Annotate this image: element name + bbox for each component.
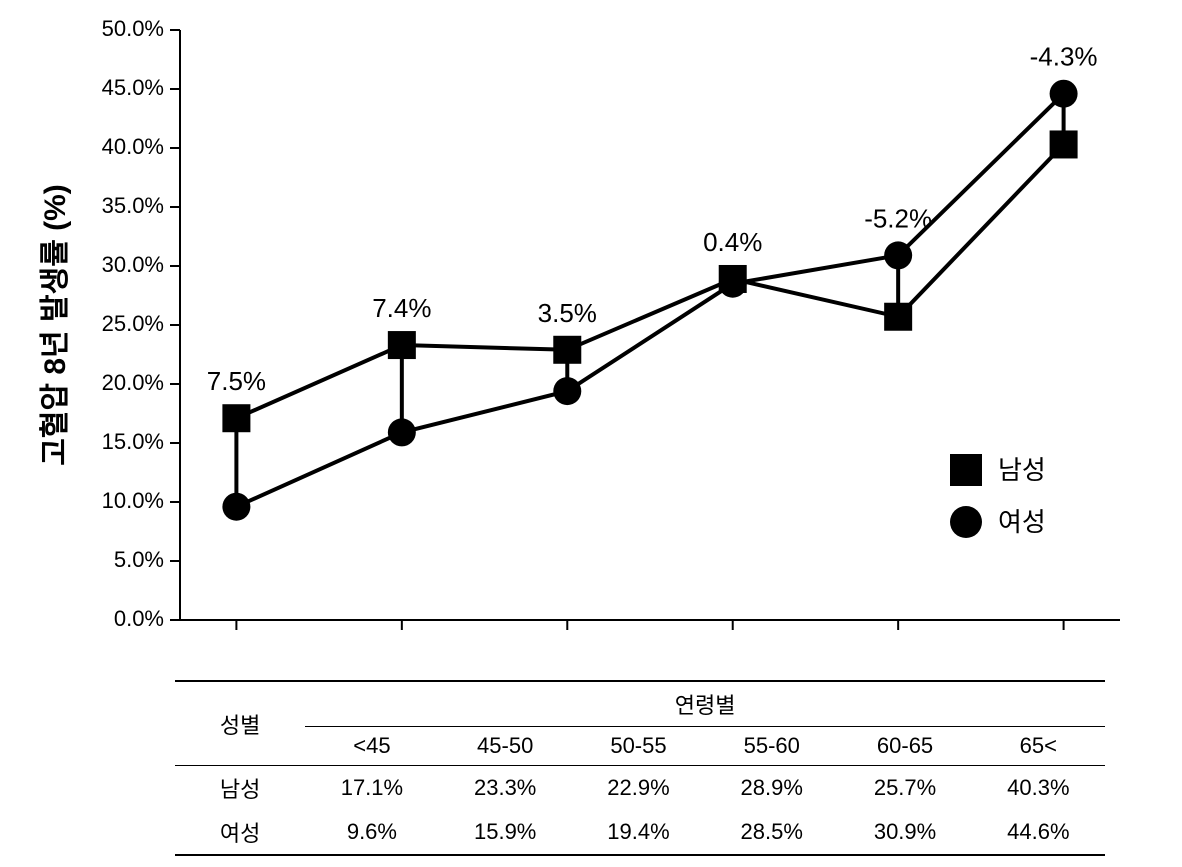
table-cell: 28.9%	[705, 766, 838, 811]
table-column-header: <45	[305, 727, 438, 766]
marker-square	[222, 404, 250, 432]
diff-label: 7.5%	[207, 366, 266, 396]
y-tick-label: 15.0%	[102, 429, 164, 454]
table-cell: 9.6%	[305, 810, 438, 855]
marker-circle	[222, 493, 250, 521]
y-tick-label: 50.0%	[102, 16, 164, 41]
line-chart: 0.0% 5.0% 10.0% 15.0% 20.0% 25.0% 30.0% 35.0% 40…	[0, 0, 1182, 660]
y-tick-label: 20.0%	[102, 370, 164, 395]
marker-circle	[553, 377, 581, 405]
marker-circle	[719, 270, 747, 298]
marker-circle	[388, 418, 416, 446]
marker-circle	[884, 241, 912, 269]
table-cell: 23.3%	[439, 766, 572, 811]
diff-label: 3.5%	[538, 298, 597, 328]
y-tick-label: 5.0%	[114, 547, 164, 572]
table-cell: 30.9%	[838, 810, 971, 855]
marker-square	[553, 336, 581, 364]
table-column-header: 50-55	[572, 727, 705, 766]
table-column-header: 65<	[972, 727, 1105, 766]
y-tick-label: 30.0%	[102, 252, 164, 277]
table-cell: 17.1%	[305, 766, 438, 811]
table-colgroup-title: 연령별	[305, 681, 1105, 727]
series-line	[236, 144, 1063, 418]
table-column-header: 60-65	[838, 727, 971, 766]
table-cell: 19.4%	[572, 810, 705, 855]
table-rowheader-title: 성별	[175, 681, 305, 766]
table-cell: 15.9%	[439, 810, 572, 855]
y-tick-label: 25.0%	[102, 311, 164, 336]
series-line	[236, 94, 1063, 507]
y-tick-label: 35.0%	[102, 193, 164, 218]
legend-marker-circle	[950, 506, 982, 538]
table-row-label: 남성	[175, 766, 305, 811]
data-table: 성별연령별<4545-5050-5555-6060-6565< 남성17.1%23…	[175, 680, 1105, 856]
table-row-label: 여성	[175, 810, 305, 855]
diff-label: -5.2%	[864, 203, 932, 233]
table-cell: 40.3%	[972, 766, 1105, 811]
legend-label: 남성	[998, 455, 1046, 485]
y-tick-label: 10.0%	[102, 488, 164, 513]
table-cell: 44.6%	[972, 810, 1105, 855]
table-cell: 22.9%	[572, 766, 705, 811]
y-axis-title: 고혈압 8년 발생률 (%)	[39, 184, 72, 466]
legend-label: 여성	[998, 507, 1046, 537]
y-tick-label: 0.0%	[114, 606, 164, 631]
table-cell: 25.7%	[838, 766, 971, 811]
y-tick-label: 45.0%	[102, 75, 164, 100]
marker-square	[1050, 130, 1078, 158]
marker-square	[388, 331, 416, 359]
diff-label: 0.4%	[703, 227, 762, 257]
diff-label: 7.4%	[372, 293, 431, 323]
table-cell: 28.5%	[705, 810, 838, 855]
table-column-header: 55-60	[705, 727, 838, 766]
marker-square	[884, 303, 912, 331]
figure-root: 0.0% 5.0% 10.0% 15.0% 20.0% 25.0% 30.0% 35.0% 40…	[0, 0, 1182, 867]
marker-circle	[1050, 80, 1078, 108]
diff-label: -4.3%	[1030, 42, 1098, 72]
table-column-header: 45-50	[439, 727, 572, 766]
legend-marker-square	[950, 454, 982, 486]
y-tick-label: 40.0%	[102, 134, 164, 159]
